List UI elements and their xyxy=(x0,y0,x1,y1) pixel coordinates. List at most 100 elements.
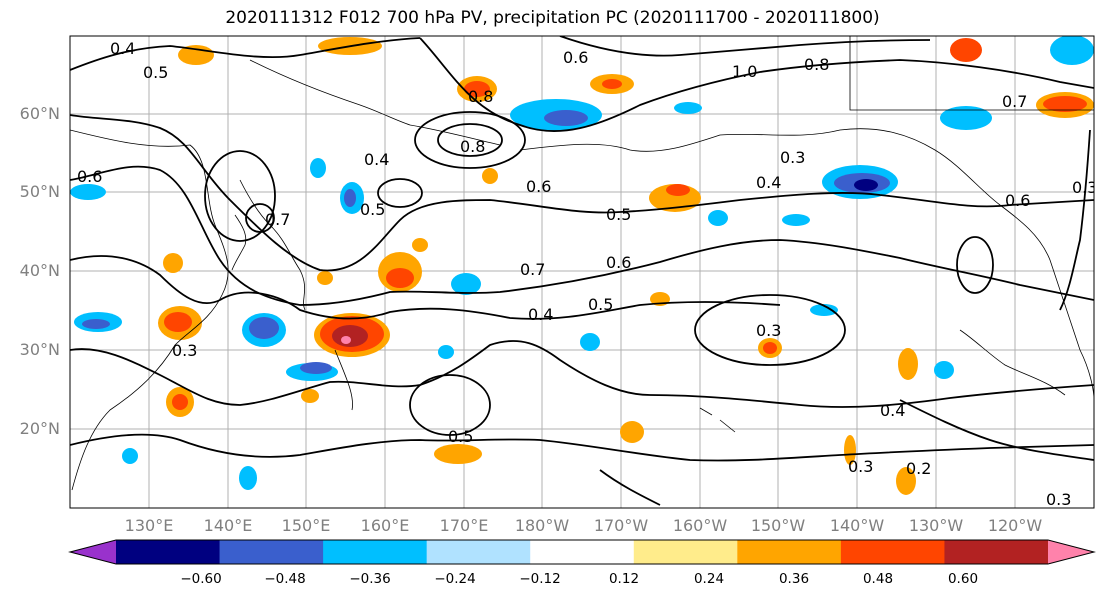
precip-blob xyxy=(763,342,777,354)
colorbar-tick-label: 0.24 xyxy=(693,571,725,587)
precip-negative-blobs xyxy=(70,36,1094,490)
colorbar-tick-label: 0.36 xyxy=(778,571,810,587)
lon-label: 140°E xyxy=(203,516,253,535)
precip-blob xyxy=(332,325,368,347)
colorbar-segment xyxy=(530,540,635,564)
lon-label: 170°W xyxy=(593,516,649,535)
lon-label: 130°E xyxy=(124,516,174,535)
contour-label: 0.7 xyxy=(1002,92,1027,111)
contour-label: 0.6 xyxy=(77,167,102,186)
colorbar-segment xyxy=(219,540,324,564)
contour-label: 0.4 xyxy=(364,150,389,169)
precip-blob xyxy=(438,345,454,359)
contour-label: 0.8 xyxy=(460,137,485,156)
precip-blob xyxy=(544,110,588,126)
lon-label: 120°W xyxy=(987,516,1043,535)
contour-label: 0.6 xyxy=(1005,191,1030,210)
precip-blob xyxy=(620,421,644,443)
contour-labels-extra: 0.6 0.4 0.6 0.5 0.4 0.3 0.6 0.7 0.6 0.5 … xyxy=(77,87,1071,509)
precip-blob xyxy=(580,333,600,351)
colorbar-segment xyxy=(426,540,531,564)
colorbar-extend-low xyxy=(70,540,116,564)
precip-blob xyxy=(300,362,332,374)
colorbar xyxy=(68,539,1096,565)
precip-blob xyxy=(674,102,702,114)
lon-label: 160°E xyxy=(360,516,410,535)
colorbar-tick-label: 0.48 xyxy=(862,571,894,587)
precip-blob xyxy=(310,158,326,178)
contour-label: 0.5 xyxy=(448,427,473,446)
precip-blob xyxy=(301,389,319,403)
contour-label: 0.5 xyxy=(360,200,385,219)
contour-label: 0.5 xyxy=(143,63,168,82)
contour-label: 0.4 xyxy=(528,305,553,324)
map-frame xyxy=(69,35,1095,509)
colorbar-extend-high xyxy=(1048,540,1094,564)
contour-label: 0.3 xyxy=(756,321,781,340)
lon-label: 140°W xyxy=(829,516,885,535)
colorbar-segment xyxy=(323,540,428,564)
contour-label: 0.3 xyxy=(1072,178,1097,197)
contour-label: 0.4 xyxy=(880,401,905,420)
precip-blob xyxy=(1043,96,1087,112)
precip-blob xyxy=(482,168,498,184)
pv-contours xyxy=(70,36,1094,506)
lat-label: 20°N xyxy=(19,419,60,438)
contour-label: 0.3 xyxy=(1046,490,1071,509)
precip-blob xyxy=(172,394,188,410)
contour-label: 0.8 xyxy=(468,87,493,106)
contour-label: 0.6 xyxy=(606,253,631,272)
contour-label: 0.8 xyxy=(804,55,829,74)
colorbar-tick-label: −0.12 xyxy=(519,571,561,587)
precip-blob xyxy=(249,317,279,339)
colorbar-segment xyxy=(116,540,221,564)
contour-label: 0.7 xyxy=(265,210,290,229)
lon-label: 180°W xyxy=(514,516,570,535)
precip-blob xyxy=(896,467,916,495)
colorbar-segment xyxy=(737,540,842,564)
contour-label: 0.3 xyxy=(172,341,197,360)
colorbar-tick-label: −0.24 xyxy=(434,571,476,587)
precip-blob xyxy=(451,273,481,295)
lon-label: 150°E xyxy=(281,516,331,535)
precip-blob xyxy=(1050,36,1094,65)
precip-blob xyxy=(810,304,838,316)
precip-blob xyxy=(122,448,138,464)
precip-blob xyxy=(950,38,982,62)
contour-label: 0.2 xyxy=(906,459,931,478)
precip-blob xyxy=(934,361,954,379)
colorbar-tick-label: −0.60 xyxy=(180,571,222,587)
contour-label: 1.0 xyxy=(732,62,757,81)
lon-label: 170°E xyxy=(439,516,489,535)
precip-blob xyxy=(344,189,356,207)
lat-label: 60°N xyxy=(19,104,60,123)
precip-blob xyxy=(708,210,728,226)
colorbar-tick-label: 0.60 xyxy=(947,571,979,587)
contour-label: 0.5 xyxy=(606,205,631,224)
precip-blob xyxy=(164,312,192,332)
coastlines xyxy=(70,36,1094,491)
contour-label: 0.3 xyxy=(780,148,805,167)
precip-blob xyxy=(434,444,482,464)
contour-label: 0.3 xyxy=(848,457,873,476)
contour-labels: 0.4 0.5 0.6 0.7 0.8 1.0 0.3 0.8 xyxy=(110,39,1097,197)
colorbar-outline xyxy=(68,539,1096,565)
lat-label: 40°N xyxy=(19,261,60,280)
lat-label: 30°N xyxy=(19,340,60,359)
colorbar-tick-label: −0.36 xyxy=(349,571,391,587)
contour-label: 0.6 xyxy=(526,177,551,196)
colorbar-tick-label: −0.48 xyxy=(264,571,306,587)
precip-blob xyxy=(898,348,918,380)
contour-label: 0.4 xyxy=(110,39,135,58)
precip-blob xyxy=(70,184,106,200)
map-title: 2020111312 F012 700 hPa PV, precipitatio… xyxy=(225,8,880,28)
precip-blob xyxy=(163,253,183,273)
lon-label: 160°W xyxy=(672,516,728,535)
colorbar-segment xyxy=(633,540,738,564)
contour-label: 0.6 xyxy=(563,48,588,67)
precip-blob xyxy=(666,184,690,196)
lat-label: 50°N xyxy=(19,182,60,201)
precip-blob xyxy=(341,336,351,344)
precip-blob xyxy=(782,214,810,226)
